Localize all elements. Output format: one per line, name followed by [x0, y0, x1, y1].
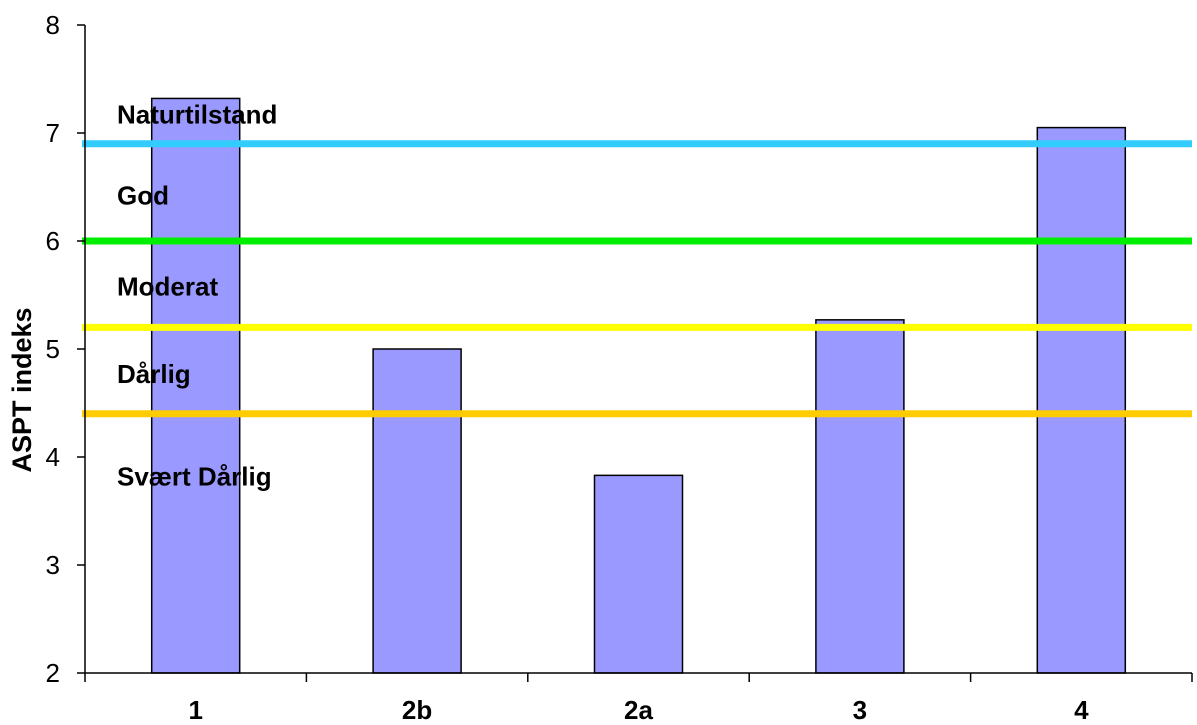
y-tick-label-6: 6 [46, 226, 60, 256]
x-tick-label-2a: 2a [624, 695, 653, 725]
zone-label-3: Moderat [117, 271, 218, 301]
y-tick-label-7: 7 [46, 118, 60, 148]
y-tick-label-4: 4 [46, 442, 60, 472]
zone-labels: Naturtilstand God Moderat Dårlig Svært Dårli… [117, 100, 277, 492]
x-tick-label-3: 3 [853, 695, 867, 725]
y-tick-label-3: 3 [46, 550, 60, 580]
y-tick-label-8: 8 [46, 10, 60, 40]
bar-3 [815, 319, 905, 674]
y-tick-label-2: 2 [46, 658, 60, 688]
y-tick-label-5: 5 [46, 334, 60, 364]
bar-2a [593, 474, 684, 674]
x-ticks: 1 2b 2a 3 4 [84, 673, 1193, 725]
y-ticks: 2 3 4 5 6 7 8 [46, 10, 85, 688]
y-axis-title: ASPT indeks [7, 307, 37, 472]
zone-label-1: Naturtilstand [117, 100, 277, 130]
x-tick-label-2b: 2b [402, 695, 432, 725]
threshold-lines [82, 140, 1192, 418]
bar-4 [1036, 126, 1127, 674]
bar-2b [372, 348, 462, 674]
x-tick-label-4: 4 [1074, 695, 1089, 725]
zone-label-5: Svært Dårlig [117, 461, 272, 491]
bars-layer [150, 97, 1127, 674]
zone-label-4: Dårlig [117, 359, 191, 389]
x-tick-label-1: 1 [188, 695, 202, 725]
bar-1 [150, 97, 241, 674]
zone-label-2: God [117, 181, 169, 211]
